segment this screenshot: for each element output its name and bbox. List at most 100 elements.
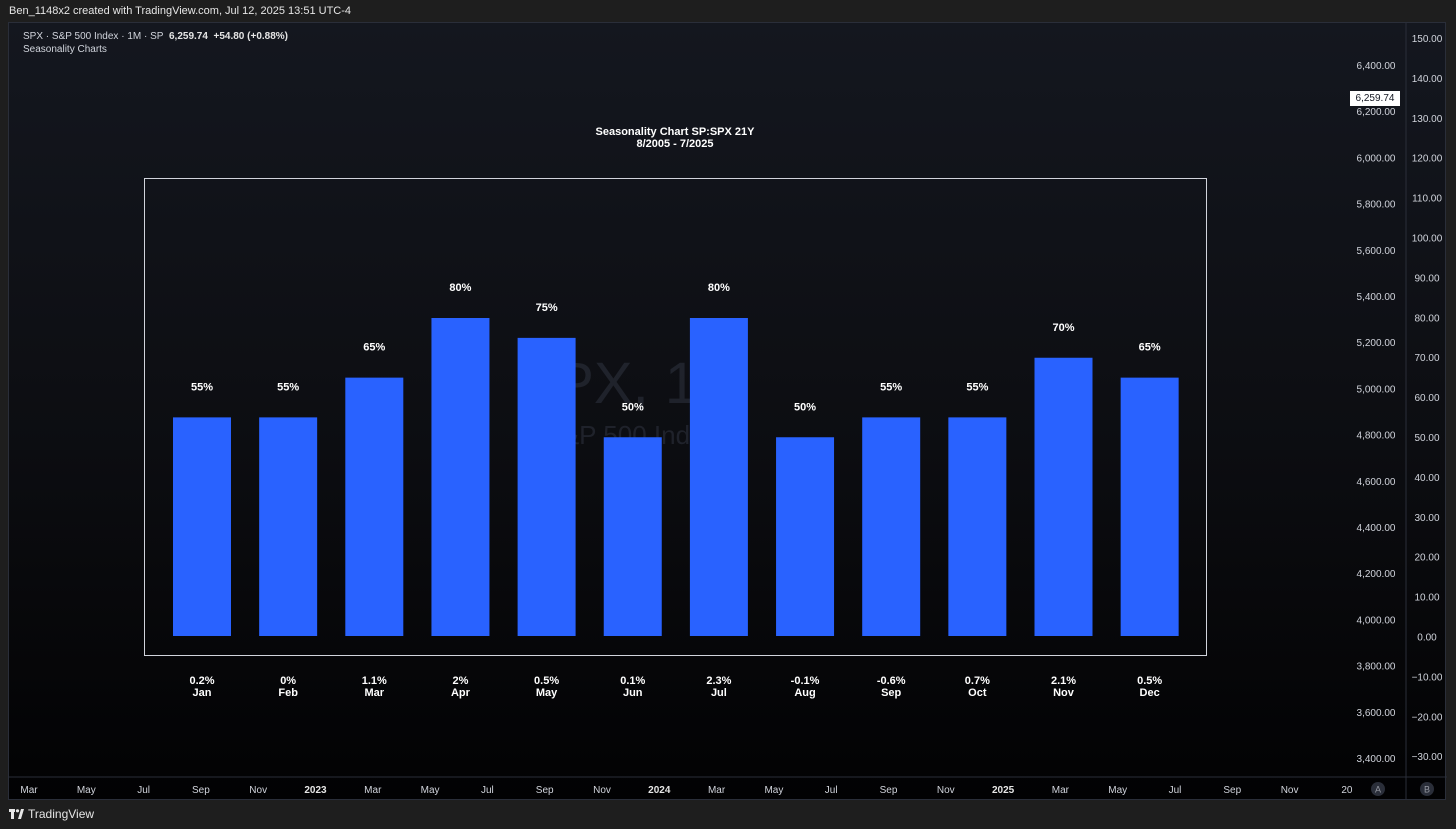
time-axis-label: May	[77, 785, 96, 796]
pct-axis-label: −20.00	[1412, 712, 1443, 723]
time-axis-label: Sep	[880, 785, 898, 796]
month-label: Aug	[794, 687, 815, 699]
bar-value-label: 65%	[363, 342, 385, 354]
tradingview-brand: TradingView	[28, 807, 95, 821]
month-label: Jan	[193, 687, 212, 699]
pct-axis-label: 120.00	[1412, 154, 1443, 165]
price-axis-label: 5,600.00	[1357, 246, 1396, 257]
bar-value-label: 50%	[794, 401, 816, 413]
time-axis-label: Nov	[937, 785, 955, 796]
bar-jan[interactable]	[173, 417, 231, 636]
symbol-description: SPX · S&P 500 Index · 1M · SP	[23, 31, 164, 42]
time-axis-label: Nov	[249, 785, 267, 796]
tradingview-logo[interactable]: TradingView	[9, 807, 94, 821]
tradingview-logo-icon	[9, 809, 24, 819]
bar-apr[interactable]	[431, 318, 490, 636]
time-axis-label: May	[764, 785, 783, 796]
month-label: May	[536, 687, 558, 699]
pct-axis-label: 100.00	[1412, 234, 1443, 245]
time-axis-label: Sep	[536, 785, 554, 796]
pct-axis-label: 140.00	[1412, 74, 1443, 85]
pct-axis-label: 110.00	[1412, 194, 1442, 205]
time-axis-label: Jul	[481, 785, 494, 796]
scale-button-auto[interactable]	[1371, 782, 1385, 796]
avg-return-label: 0.5%	[1137, 675, 1162, 687]
avg-return-label: 2.3%	[706, 675, 731, 687]
bar-value-label: 55%	[277, 381, 299, 393]
avg-return-label: 0.7%	[965, 675, 990, 687]
pct-axis-label: 50.00	[1414, 433, 1439, 444]
current-price-tag: 6,259.74	[1350, 91, 1400, 106]
avg-return-label: 0.1%	[620, 675, 645, 687]
pct-axis-label: 60.00	[1414, 393, 1439, 404]
avg-return-label: -0.6%	[877, 675, 906, 687]
bar-value-label: 75%	[536, 302, 558, 314]
indicator-legend[interactable]: Seasonality Charts	[23, 44, 107, 55]
price-axis-label: 4,600.00	[1357, 477, 1396, 488]
pct-axis-label: 80.00	[1414, 313, 1439, 324]
price-axis-label: 6,200.00	[1357, 107, 1396, 118]
bar-value-label: 55%	[880, 381, 902, 393]
pct-axis-label: 90.00	[1414, 273, 1439, 284]
bar-may[interactable]	[517, 337, 576, 636]
bar-sep[interactable]	[862, 417, 921, 636]
month-label: Nov	[1053, 687, 1075, 699]
time-axis-label: Mar	[20, 785, 38, 796]
month-label: Dec	[1140, 687, 1160, 699]
bar-jul[interactable]	[689, 318, 748, 636]
time-axis-label: May	[421, 785, 440, 796]
pct-axis-label: 40.00	[1414, 473, 1439, 484]
bar-value-label: 50%	[622, 401, 644, 413]
time-axis-label: Mar	[708, 785, 726, 796]
bar-aug[interactable]	[776, 437, 835, 636]
scale-button-log[interactable]	[1420, 782, 1434, 796]
bar-oct[interactable]	[948, 417, 1007, 636]
indicator-name: Seasonality Charts	[23, 44, 107, 55]
price-axis-label: 4,800.00	[1357, 431, 1396, 442]
bar-nov[interactable]	[1034, 357, 1093, 636]
price-axis-label: 6,400.00	[1357, 61, 1396, 72]
time-axis-label: Jul	[825, 785, 838, 796]
pct-axis-label: −10.00	[1412, 672, 1443, 683]
chart-canvas[interactable]: SPX, 1MS&P 500 Index6,400.006,200.006,00…	[9, 23, 1447, 801]
scale-button-label: B	[1424, 785, 1430, 795]
avg-return-label: -0.1%	[791, 675, 820, 687]
bottom-bar: TradingView	[0, 800, 1456, 829]
bar-value-label: 55%	[966, 381, 988, 393]
time-axis-label: May	[1108, 785, 1127, 796]
price-axis-label: 5,000.00	[1357, 384, 1396, 395]
bar-dec[interactable]	[1120, 377, 1179, 636]
time-axis-label: 2023	[304, 785, 327, 796]
bar-value-label: 80%	[708, 282, 730, 294]
pct-axis-label: 10.00	[1414, 593, 1439, 604]
time-axis-label: Sep	[192, 785, 210, 796]
avg-return-label: 2.1%	[1051, 675, 1076, 687]
bar-feb[interactable]	[259, 417, 318, 636]
time-axis-label: Jul	[1169, 785, 1182, 796]
price-axis-label: 5,200.00	[1357, 338, 1396, 349]
chart-title: Seasonality Chart SP:SPX 21Y	[596, 126, 756, 138]
time-axis-label: 2024	[648, 785, 671, 796]
month-label: Mar	[365, 687, 385, 699]
pct-axis-label: 130.00	[1412, 114, 1443, 125]
bar-jun[interactable]	[603, 437, 662, 636]
time-axis-label: Nov	[593, 785, 611, 796]
time-axis-label: Jul	[137, 785, 150, 796]
price-change: +54.80 (+0.88%)	[213, 31, 289, 42]
time-axis-label: Mar	[364, 785, 382, 796]
bar-mar[interactable]	[345, 377, 404, 636]
bar-value-label: 55%	[191, 381, 213, 393]
price-axis-label: 3,800.00	[1357, 662, 1396, 673]
pct-axis-label: 30.00	[1414, 513, 1439, 524]
symbol-legend[interactable]: SPX · S&P 500 Index · 1M · SP 6,259.74 +…	[23, 31, 288, 42]
attribution-text: Ben_1148x2 created with TradingView.com,…	[9, 5, 352, 17]
price-axis-label: 4,000.00	[1357, 615, 1396, 626]
price-axis-label: 5,400.00	[1357, 292, 1396, 303]
price-axis-label: 4,200.00	[1357, 569, 1396, 580]
bar-value-label: 65%	[1139, 342, 1161, 354]
seasonality-frame	[144, 178, 1207, 656]
time-axis-label: Mar	[1052, 785, 1070, 796]
pct-axis-label: 70.00	[1414, 353, 1439, 364]
last-value: 6,259.74	[169, 31, 208, 42]
chart-area[interactable]: SPX, 1M S&P 500 Index 6,400.00 6,200.00 6,00…	[8, 22, 1447, 801]
